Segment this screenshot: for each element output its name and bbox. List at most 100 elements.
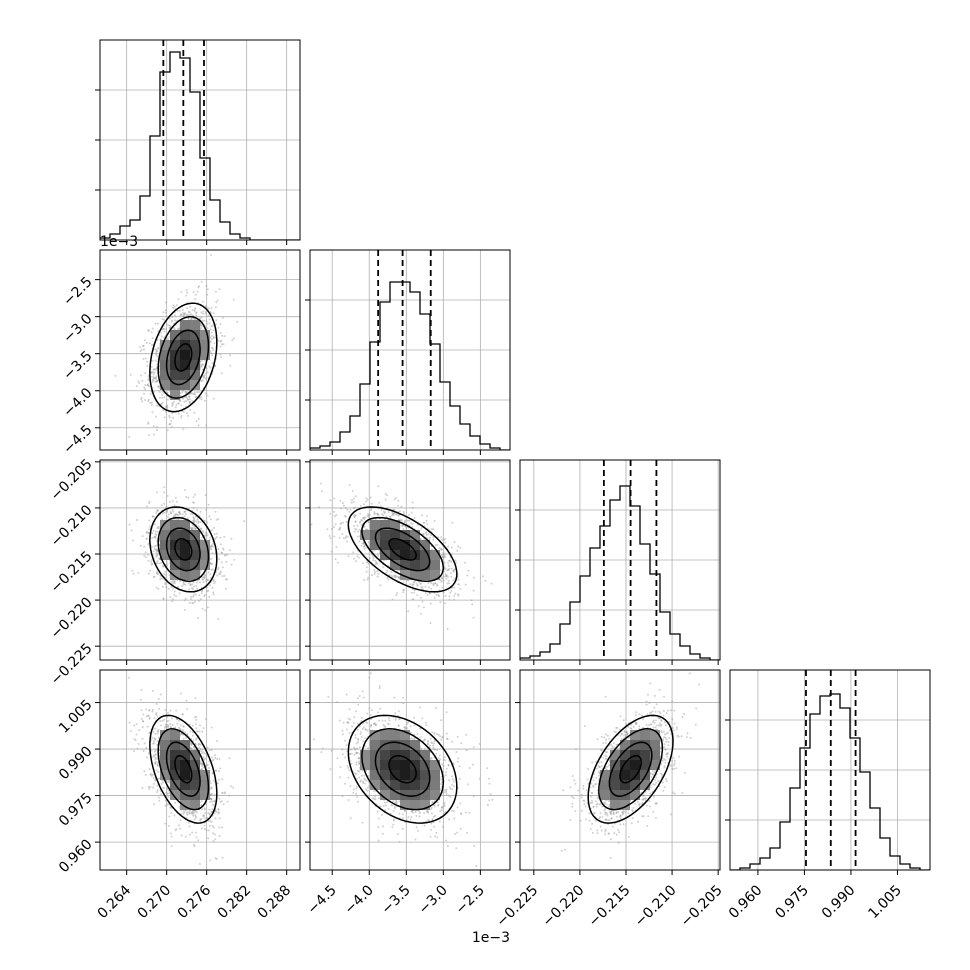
- sample-point: [201, 762, 204, 765]
- sample-point: [223, 792, 226, 795]
- sample-point: [182, 583, 185, 586]
- sample-point: [197, 839, 200, 842]
- sample-point: [156, 509, 159, 512]
- sample-point: [193, 521, 196, 524]
- sample-point: [435, 594, 438, 596]
- sample-point: [151, 532, 154, 535]
- sample-point: [218, 573, 221, 575]
- sample-point: [164, 573, 167, 576]
- histogram-panel-1: [305, 249, 511, 455]
- sample-point: [155, 551, 158, 554]
- sample-point: [191, 583, 194, 586]
- sample-point: [168, 500, 171, 503]
- sample-point: [310, 523, 313, 526]
- sample-point: [156, 553, 159, 556]
- density-cell: [400, 550, 410, 560]
- sample-point: [135, 385, 138, 388]
- sample-point: [387, 511, 390, 514]
- sample-point: [199, 366, 202, 368]
- sample-point: [208, 322, 211, 325]
- sample-point: [190, 318, 193, 321]
- density-cell: [420, 560, 430, 570]
- sample-point: [188, 833, 191, 836]
- sample-point: [188, 311, 191, 314]
- sample-point: [211, 756, 214, 759]
- sample-point: [156, 478, 158, 480]
- sample-point: [201, 767, 204, 770]
- sample-point: [374, 563, 377, 566]
- sample-point: [392, 512, 395, 515]
- sample-point: [195, 584, 198, 587]
- sample-point: [217, 812, 220, 815]
- sample-point: [128, 523, 131, 526]
- sample-point: [421, 586, 424, 589]
- sample-point: [171, 316, 174, 319]
- sample-point: [202, 578, 205, 581]
- sample-point: [448, 598, 451, 601]
- sample-point: [209, 366, 212, 369]
- sample-point: [222, 343, 225, 346]
- sample-point: [188, 393, 191, 396]
- sample-point: [204, 519, 206, 522]
- sample-point: [386, 577, 389, 579]
- sample-point: [155, 554, 158, 557]
- sample-point: [190, 595, 193, 598]
- sample-point: [206, 394, 209, 397]
- sample-point: [456, 549, 459, 552]
- sample-point: [360, 519, 362, 521]
- sample-point: [384, 498, 387, 501]
- contour-level-3: [347, 506, 458, 593]
- sample-point: [153, 803, 155, 806]
- sample-point: [243, 520, 246, 523]
- sample-point: [186, 732, 189, 735]
- sample-point: [358, 521, 361, 524]
- sample-point: [448, 559, 451, 562]
- sample-point: [191, 587, 193, 590]
- sample-point: [219, 353, 222, 356]
- sample-point: [230, 537, 233, 540]
- sample-point: [441, 538, 444, 541]
- sample-point: [195, 312, 197, 315]
- sample-point: [216, 574, 219, 577]
- sample-point: [356, 524, 359, 527]
- sample-point: [204, 718, 207, 720]
- sample-point: [187, 318, 190, 321]
- sample-point: [144, 388, 147, 391]
- density-cell: [360, 530, 370, 540]
- sample-point: [156, 385, 159, 388]
- sample-point: [221, 343, 223, 346]
- sample-point: [389, 515, 392, 518]
- sample-point: [342, 521, 345, 524]
- sample-point: [436, 583, 439, 586]
- sample-point: [363, 518, 366, 520]
- sample-point: [192, 496, 195, 499]
- sample-point: [176, 309, 179, 312]
- sample-point: [361, 542, 364, 545]
- sample-point: [156, 404, 159, 407]
- sample-point: [142, 344, 145, 347]
- sample-point: [203, 758, 206, 761]
- sample-point: [202, 375, 205, 378]
- sample-point: [145, 556, 148, 559]
- sample-point: [159, 331, 162, 334]
- sample-point: [212, 591, 215, 594]
- sample-point: [400, 524, 403, 527]
- sample-point: [167, 824, 170, 827]
- sample-point: [376, 575, 379, 578]
- sample-point: [163, 416, 166, 419]
- sample-point: [151, 546, 153, 548]
- sample-point: [211, 347, 214, 350]
- sample-point: [210, 346, 213, 349]
- sample-point: [150, 403, 153, 406]
- density-cell: [170, 340, 180, 350]
- sample-point: [177, 412, 180, 415]
- sample-point: [209, 859, 212, 862]
- sample-point: [403, 512, 405, 515]
- sample-point: [443, 568, 446, 571]
- sample-point: [206, 534, 209, 537]
- sample-point: [210, 544, 213, 547]
- sample-point: [179, 724, 182, 727]
- density-cell: [160, 350, 170, 360]
- sample-point: [155, 375, 158, 378]
- sample-point: [173, 590, 176, 593]
